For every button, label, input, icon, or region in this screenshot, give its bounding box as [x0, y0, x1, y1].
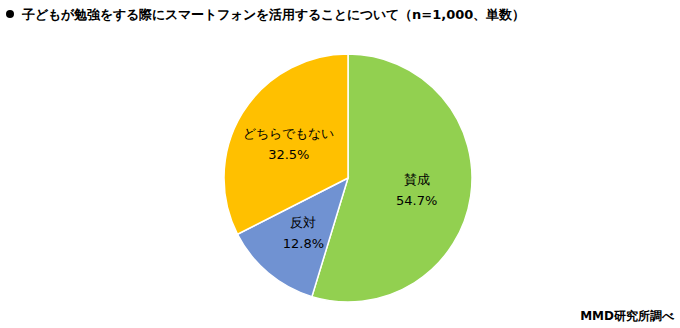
- title: 子どもが勉強をする際にスマートフォンを活用することについて（n=1,000、単数…: [21, 7, 525, 22]
- slice-value-label: 32.5%: [268, 147, 309, 162]
- slice-category-label: どちらでもない: [243, 126, 334, 141]
- slice-value-label: 54.7%: [396, 193, 437, 208]
- pie-slice: [224, 54, 348, 234]
- pie-labels: 賛成 54.7% 反対 12.8% どちらでもない 32.5%: [243, 126, 437, 252]
- chart: 子どもが勉強をする際にスマートフォンを活用することについて（n=1,000、単数…: [0, 0, 680, 328]
- pie: [224, 54, 472, 302]
- slice-value-label: 12.8%: [283, 236, 324, 251]
- source: MMD研究所調べ: [580, 309, 675, 323]
- slice-category-label: 反対: [290, 215, 316, 230]
- title-bullet: [6, 10, 14, 18]
- slice-category-label: 賛成: [404, 172, 430, 187]
